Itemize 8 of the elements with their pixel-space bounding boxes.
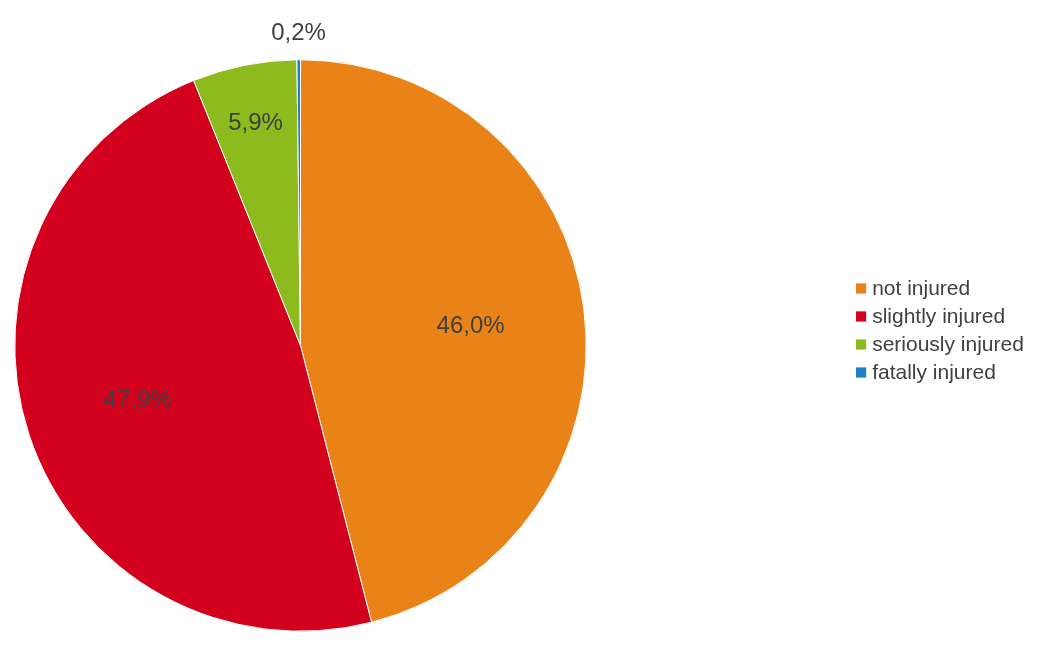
data-label: 47,9%: [103, 385, 172, 413]
legend-label: slightly injured: [872, 304, 1006, 328]
legend-label: seriously injured: [872, 332, 1024, 356]
data-label: 5,9%: [228, 107, 283, 135]
legend-label: fatally injured: [872, 360, 996, 384]
legend-label: not injured: [872, 276, 971, 300]
data-label: 46,0%: [436, 310, 505, 338]
data-label: 0,2%: [271, 17, 326, 45]
